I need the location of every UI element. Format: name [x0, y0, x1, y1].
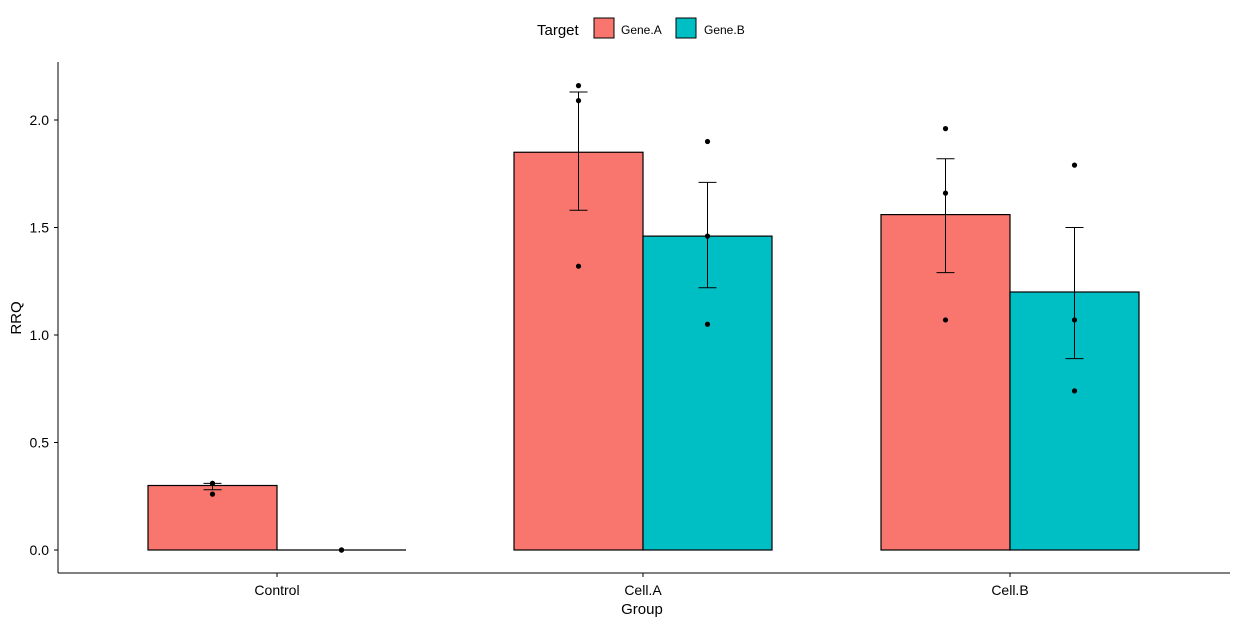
- data-point: [1071, 162, 1078, 168]
- data-point: [209, 491, 216, 497]
- data-point: [942, 317, 949, 323]
- data-point: [575, 263, 582, 269]
- bar-gene-b: [642, 235, 773, 551]
- x-tick-label: Cell.A: [624, 582, 662, 598]
- x-tick-label: Cell.B: [991, 582, 1028, 598]
- y-tick-label: 0.0: [30, 542, 50, 558]
- x-tick-label: Control: [254, 582, 299, 598]
- data-point: [1071, 317, 1078, 323]
- data-point: [575, 83, 582, 89]
- y-tick-label: 0.5: [30, 435, 50, 451]
- y-tick-label: 1.5: [30, 220, 50, 236]
- legend-label-gene-a: Gene.A: [621, 23, 662, 37]
- legend: Target Gene.A Gene.B: [537, 17, 745, 39]
- bar-gene-a: [513, 151, 644, 551]
- data-point: [942, 190, 949, 196]
- data-point: [575, 98, 582, 104]
- data-point: [338, 547, 345, 553]
- legend-swatch-gene-b: [675, 17, 697, 39]
- data-point: [704, 321, 711, 327]
- legend-label-gene-b: Gene.B: [704, 23, 745, 37]
- y-axis-title: RRQ: [8, 301, 25, 334]
- data-point: [942, 126, 949, 132]
- legend-swatch-gene-a: [593, 17, 615, 39]
- legend-title: Target: [537, 22, 580, 39]
- y-tick-label: 1.0: [30, 327, 50, 343]
- y-tick-label: 2.0: [30, 112, 50, 128]
- data-point: [704, 233, 711, 239]
- data-point: [209, 480, 216, 486]
- data-point: [704, 138, 711, 145]
- data-point: [1071, 388, 1078, 394]
- x-axis-title: Group: [621, 601, 663, 618]
